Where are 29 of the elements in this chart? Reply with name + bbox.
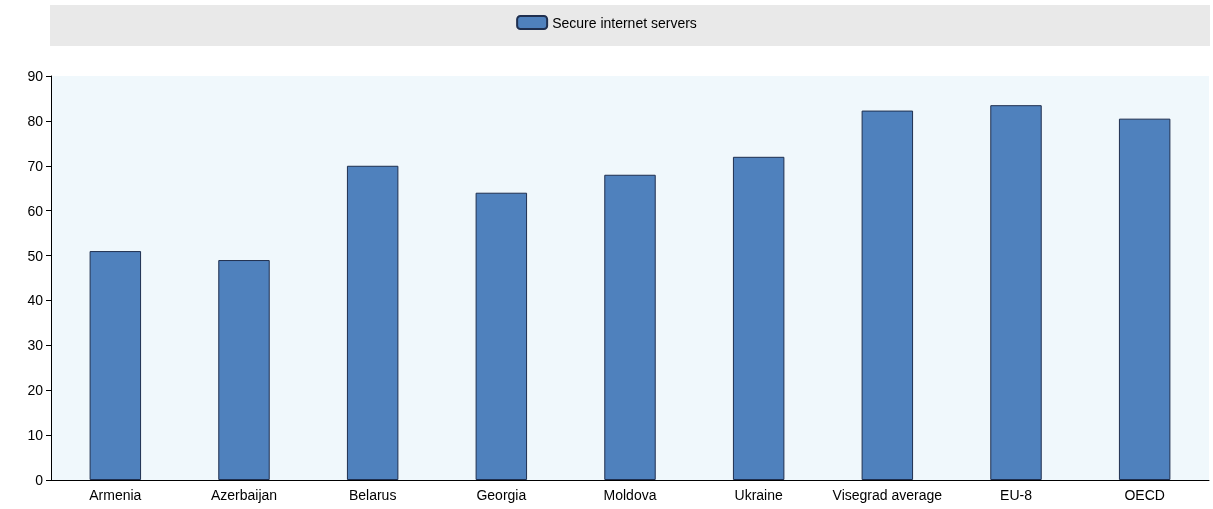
y-tick-label: 80	[27, 112, 44, 129]
bar	[861, 110, 914, 480]
y-tick-label: 70	[27, 157, 44, 174]
bar	[990, 105, 1042, 480]
x-tick-label: Georgia	[476, 487, 527, 503]
y-tick-label: 50	[27, 247, 44, 264]
x-tick-label: Moldova	[603, 487, 657, 503]
y-tick-label: 90	[27, 68, 44, 84]
y-tick-label: 40	[27, 292, 44, 309]
bar	[89, 251, 142, 480]
bar	[604, 174, 656, 480]
x-tick-label: Ukraine	[734, 487, 783, 503]
x-tick-label: Belarus	[348, 487, 397, 503]
y-tick-label: 0	[35, 472, 44, 488]
x-tick-label: EU-8	[1000, 487, 1033, 503]
bar	[218, 260, 270, 480]
bar	[475, 192, 528, 480]
bar	[346, 165, 399, 480]
bar	[1118, 118, 1171, 480]
x-tick-label: Azerbaijan	[210, 487, 278, 503]
bar	[732, 156, 785, 480]
y-tick-label: 10	[27, 427, 44, 444]
y-tick-label: 20	[27, 382, 44, 399]
legend-label: Secure internet servers	[552, 14, 697, 31]
x-tick-label: Armenia	[89, 487, 142, 503]
x-tick-label: OECD	[1124, 487, 1165, 503]
y-tick-label: 60	[27, 202, 44, 219]
x-tick-label: Visegrad average	[832, 487, 943, 503]
y-tick-label: 30	[27, 337, 44, 354]
